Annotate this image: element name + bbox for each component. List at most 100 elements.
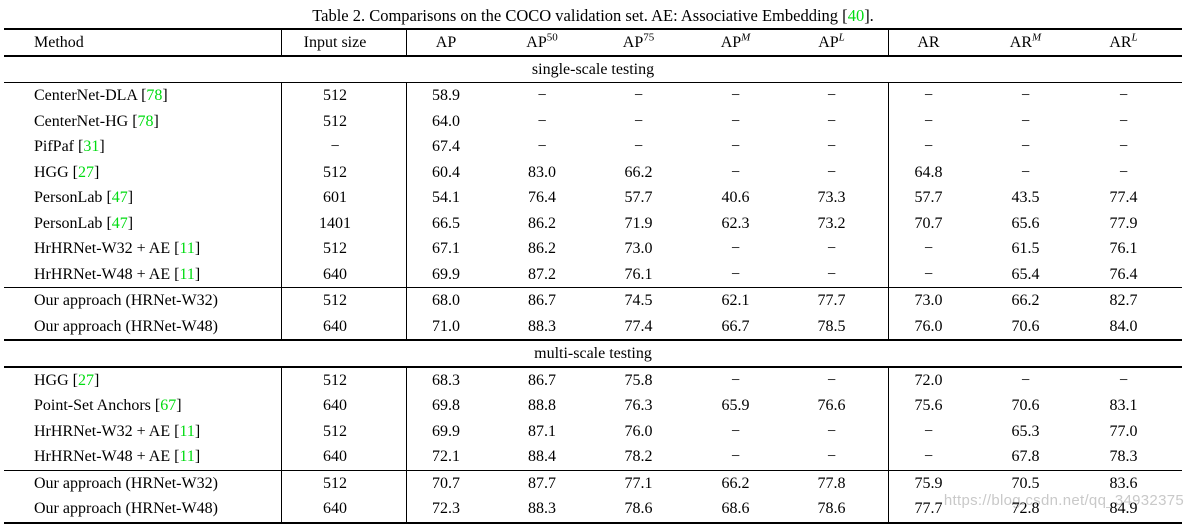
value-cell: 65.3: [1011, 422, 1040, 440]
value-cell: −: [730, 112, 741, 130]
value-cell: 77.4: [624, 317, 653, 335]
value-cell: −: [793, 261, 889, 287]
value-cell: 57.7: [914, 189, 943, 206]
caption-text: Table 2. Comparisons on the COCO validat…: [312, 6, 848, 25]
value-cell: −: [730, 163, 741, 181]
value-cell: −: [633, 112, 644, 130]
method-label: Our approach (HRNet-W32): [34, 292, 218, 309]
value-cell: −: [537, 112, 547, 130]
value-cell: 61.5: [1011, 240, 1040, 257]
value-cell: 87.7: [528, 474, 556, 492]
value-cell: 78.6: [793, 496, 889, 522]
value-cell: 512: [282, 83, 407, 109]
method-cell: CenterNet-DLA [78]: [4, 83, 282, 109]
value-cell: 72.8: [1011, 500, 1040, 517]
value-cell: 70.7: [432, 474, 460, 492]
value-cell: 78.2: [624, 448, 653, 465]
value-cell: −: [1118, 87, 1129, 104]
citation: 78: [137, 112, 154, 130]
header-label: Method: [34, 33, 84, 51]
table-rule: [4, 81, 1182, 83]
value-cell: −: [1020, 371, 1031, 389]
table-caption: Table 2. Comparisons on the COCO validat…: [0, 0, 1186, 28]
value-cell: 66.2: [1011, 292, 1040, 309]
value-cell: −: [923, 87, 934, 104]
method-label: Our approach (HRNet-W48): [34, 500, 218, 517]
table-row: PersonLab [47] 601 54.1 76.4 57.7 40.6 73.3 57.…: [4, 185, 1182, 211]
method-cell: HrHRNet-W32 + AE [11]: [4, 236, 282, 262]
header-label: AP: [818, 33, 839, 51]
column-header: APM: [696, 30, 793, 55]
header-superscript: M: [1032, 31, 1042, 44]
value-cell: 54.1: [432, 189, 460, 206]
method-cell: Our approach (HRNet-W32): [4, 470, 282, 496]
value-cell: 640: [282, 261, 407, 287]
method-cell: HrHRNet-W32 + AE [11]: [4, 418, 282, 444]
citation: 47: [111, 214, 128, 232]
header-label: AP: [720, 33, 742, 51]
method-label: PersonLab: [34, 214, 103, 232]
method-label: CenterNet-HG: [34, 112, 129, 130]
value-cell: 66.5: [432, 214, 460, 232]
value-cell: 72.3: [432, 500, 460, 517]
column-header: Input size: [282, 29, 407, 55]
value-cell: 1401: [282, 210, 407, 236]
value-cell: −: [1118, 138, 1129, 155]
value-cell: −: [537, 138, 547, 155]
citation: 31: [83, 138, 100, 155]
value-cell: 72.0: [914, 371, 943, 389]
value-cell: 76.4: [1109, 265, 1138, 283]
value-cell: 69.8: [432, 397, 460, 414]
table-row: HGG [27] 512 68.3 86.7 75.8 − − 72.0 − −: [4, 367, 1182, 393]
method-cell: HrHRNet-W48 + AE [11]: [4, 261, 282, 287]
value-cell: 512: [282, 288, 407, 314]
method-cell: HGG [27]: [4, 159, 282, 185]
header-label: AR: [1109, 33, 1132, 51]
value-cell: −: [282, 134, 407, 160]
value-cell: 512: [282, 108, 407, 134]
value-cell: 87.1: [528, 422, 556, 440]
citation: 78: [146, 87, 163, 104]
section-label: multi-scale testing: [534, 345, 652, 362]
value-cell: −: [793, 418, 889, 444]
table-rule: [4, 28, 1182, 30]
value-cell: 83.0: [528, 163, 556, 181]
citation: 11: [179, 240, 195, 257]
value-cell: 71.9: [624, 214, 653, 232]
method-cell: PersonLab [47]: [4, 185, 282, 211]
header-superscript: 75: [643, 31, 655, 44]
value-cell: 70.7: [914, 214, 943, 232]
value-cell: 77.9: [1109, 214, 1138, 232]
value-cell: 75.6: [914, 397, 943, 414]
value-cell: −: [730, 240, 741, 257]
citation: 11: [179, 422, 195, 440]
table-row: Our approach (HRNet-W32) 512 68.0 86.7 74.5 6…: [4, 288, 1182, 314]
value-cell: 67.4: [432, 138, 460, 155]
value-cell: 76.0: [914, 317, 943, 335]
value-cell: −: [1020, 138, 1031, 155]
value-cell: 76.3: [624, 397, 653, 414]
method-label: PifPaf: [34, 138, 74, 155]
value-cell: 72.1: [432, 448, 460, 465]
value-cell: 640: [282, 393, 407, 419]
method-cell: CenterNet-HG [78]: [4, 108, 282, 134]
method-label: CenterNet-DLA: [34, 87, 138, 104]
value-cell: 512: [282, 367, 407, 393]
column-header: AP50: [503, 30, 599, 55]
citation: 27: [78, 163, 94, 181]
method-label: Point-Set Anchors: [34, 397, 151, 414]
table-row: HGG [27] 512 60.4 83.0 66.2 − − 64.8 − −: [4, 159, 1182, 185]
value-cell: 64.0: [432, 112, 460, 130]
value-cell: 73.3: [793, 185, 889, 211]
value-cell: 70.6: [1011, 317, 1040, 335]
column-header: ARL: [1083, 30, 1182, 55]
value-cell: 512: [282, 418, 407, 444]
value-cell: 68.0: [432, 292, 460, 309]
method-cell: HGG [27]: [4, 367, 282, 393]
value-cell: 640: [282, 313, 407, 339]
value-cell: 88.3: [528, 500, 556, 517]
value-cell: 77.0: [1109, 422, 1138, 440]
value-cell: 77.7: [914, 500, 943, 517]
value-cell: 57.7: [624, 189, 653, 206]
